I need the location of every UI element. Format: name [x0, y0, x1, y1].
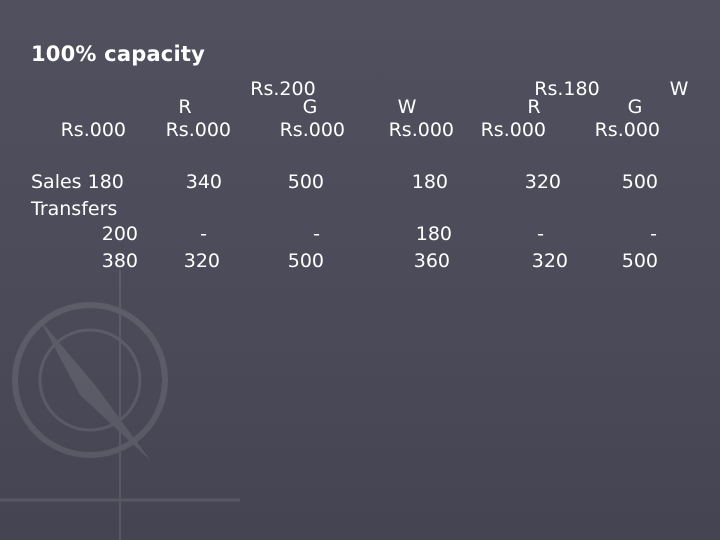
header-col-g2: G [627, 96, 643, 118]
row-200-label: 200 [101, 223, 138, 245]
unit-col-2: Rs.000 [165, 119, 231, 141]
row-sales-c5: 320 [524, 171, 561, 193]
header-col-g1: G [302, 96, 318, 118]
row-200-c5: - [537, 223, 544, 245]
row-200-c4: 180 [415, 223, 452, 245]
row-sales-label: Sales 180 [31, 171, 124, 193]
row-380-label: 380 [101, 250, 138, 272]
row-380-c3: 500 [287, 250, 324, 272]
row-sales-c6: 500 [621, 171, 658, 193]
header-w-top: W [669, 78, 689, 100]
row-sales-c2: 340 [185, 171, 222, 193]
unit-col-4: Rs.000 [388, 119, 454, 141]
header-price-g: Rs.200 [250, 78, 316, 100]
unit-col-3: Rs.000 [279, 119, 345, 141]
header-col-r2: R [527, 96, 541, 118]
row-sales-c4: 180 [411, 171, 448, 193]
row-200-c6: - [650, 223, 657, 245]
compass-watermark-icon [0, 270, 240, 540]
row-380-c5: 320 [531, 250, 568, 272]
row-200-c3: - [313, 223, 320, 245]
row-200-c2: - [200, 223, 207, 245]
header-price-r: Rs.180 [534, 78, 600, 100]
row-sales-c3: 500 [287, 171, 324, 193]
unit-col-1: Rs.000 [60, 119, 126, 141]
row-380-c4: 360 [413, 250, 450, 272]
slide-title: 100% capacity [31, 42, 205, 66]
unit-col-5: Rs.000 [480, 119, 546, 141]
row-380-c6: 500 [621, 250, 658, 272]
row-transfers-label: Transfers [31, 198, 118, 220]
row-380-c2: 320 [183, 250, 220, 272]
unit-col-6: Rs.000 [594, 119, 660, 141]
header-col-w1: W [397, 96, 417, 118]
header-col-r1: R [178, 96, 192, 118]
